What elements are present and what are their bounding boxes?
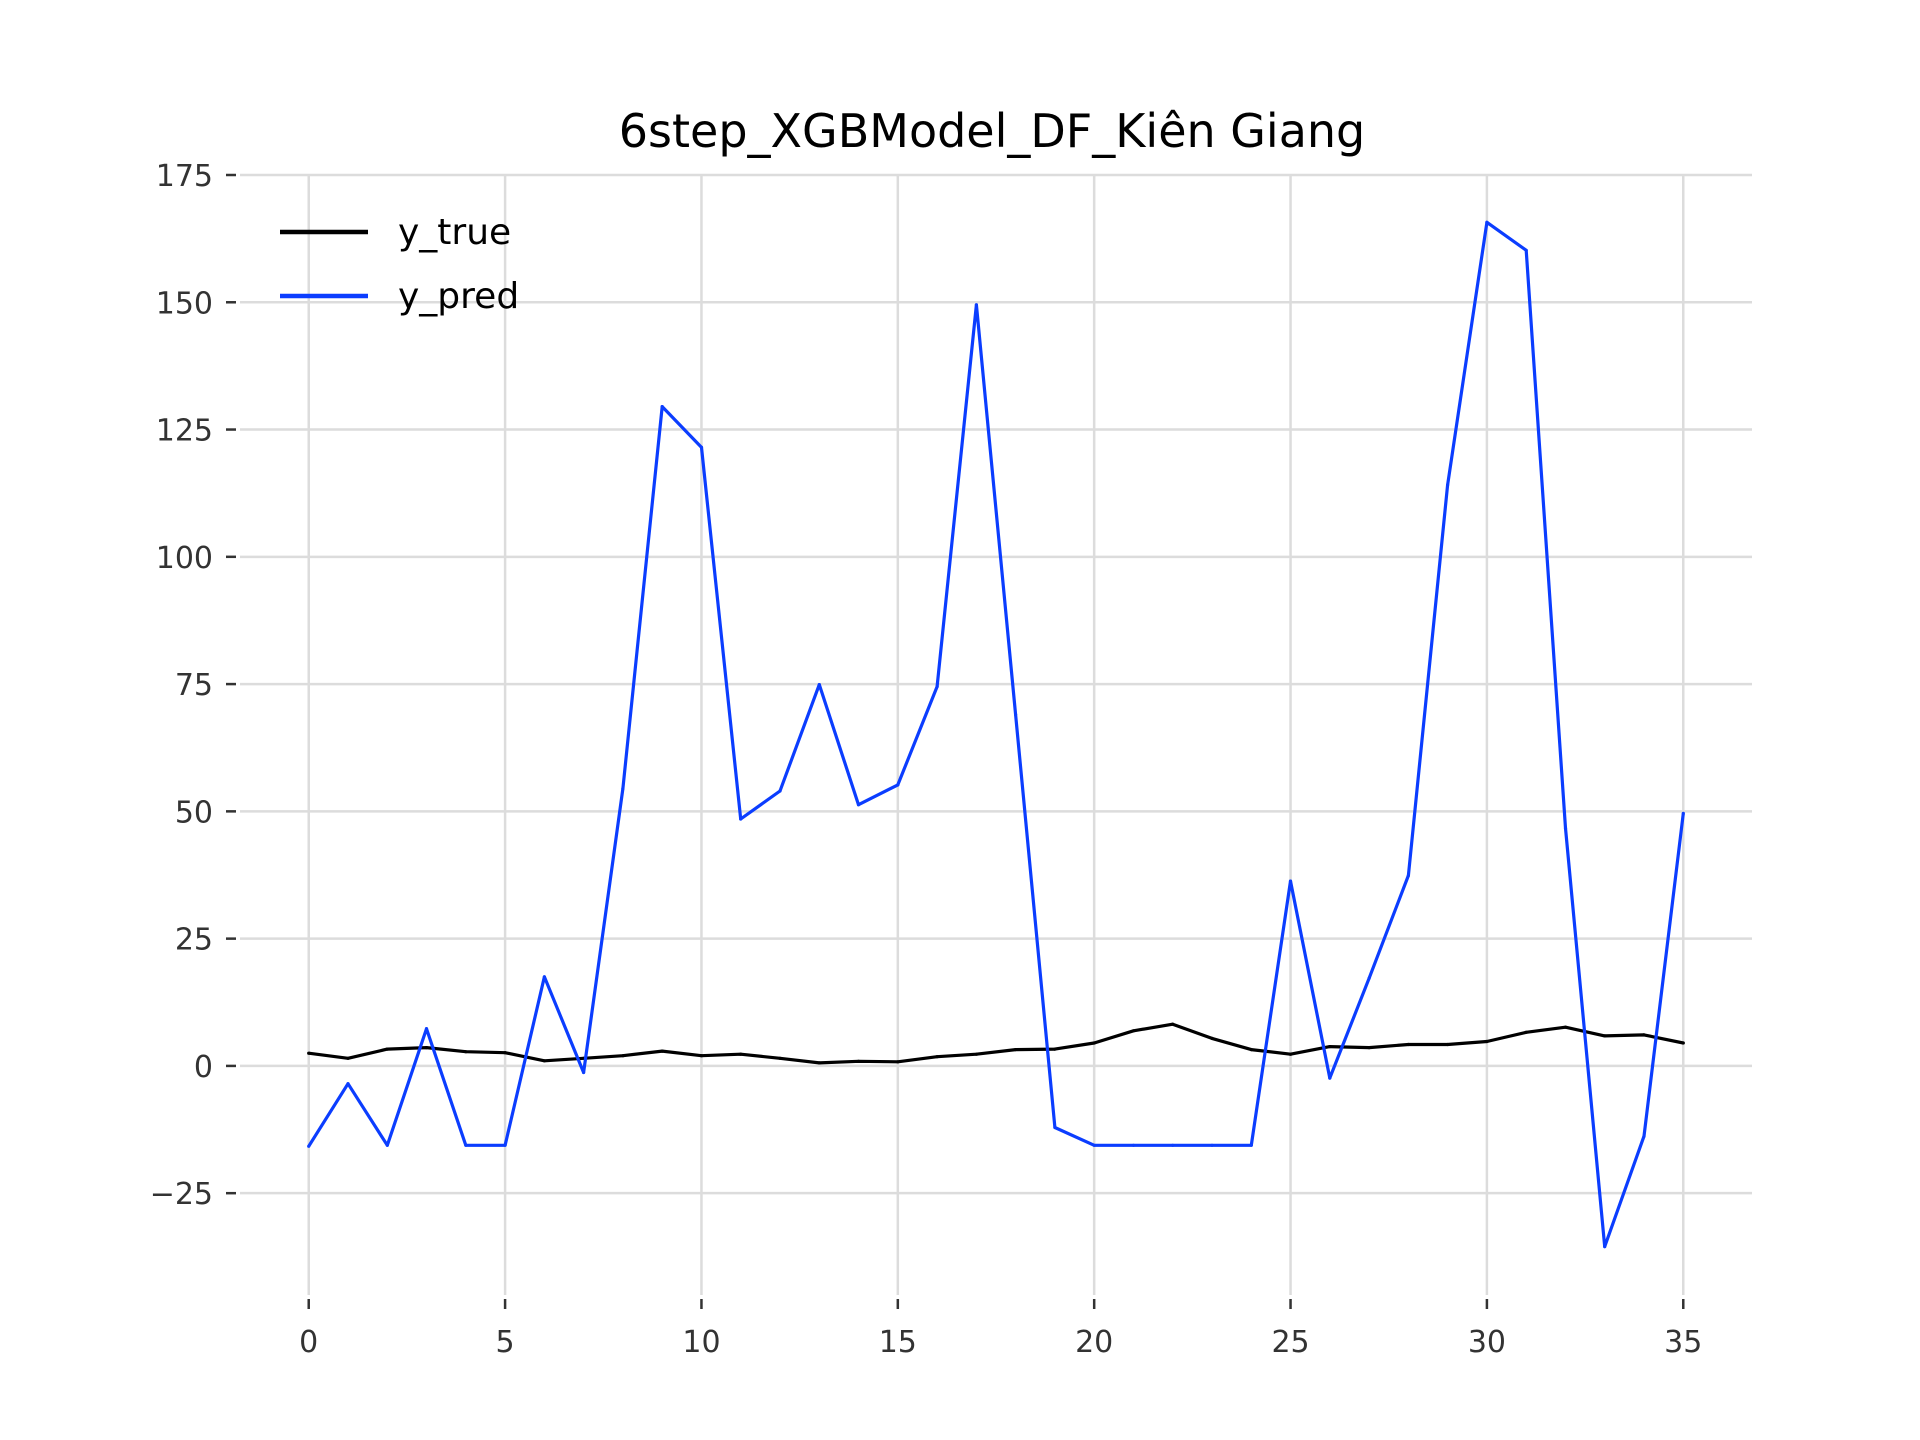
chart-title: 6step_XGBModel_DF_Kiên Giang	[619, 104, 1365, 158]
y-true-point	[1171, 1022, 1175, 1026]
legend-label-y-pred: y_pred	[398, 276, 519, 317]
y-pred-point	[935, 685, 939, 689]
y-true-point	[935, 1055, 939, 1059]
x-tick-label: 25	[1271, 1325, 1309, 1360]
y-pred-point	[699, 445, 704, 449]
y-pred-point	[1288, 879, 1293, 883]
y-true-point	[1367, 1046, 1371, 1050]
y-true-point	[856, 1059, 861, 1063]
y-pred-point	[1524, 248, 1528, 252]
y-pred-point	[307, 1144, 311, 1148]
x-tick-label: 5	[496, 1325, 515, 1360]
y-true-point	[1249, 1048, 1253, 1052]
y-pred-point	[464, 1143, 468, 1147]
y-pred-point	[1053, 1125, 1057, 1130]
y-pred-point	[1485, 220, 1489, 224]
y-pred-point	[660, 405, 664, 409]
y-true-point	[1681, 1041, 1685, 1045]
y-pred-point	[424, 1027, 429, 1031]
y-true-point	[1642, 1033, 1646, 1037]
y-pred-point	[1681, 811, 1685, 816]
y-true-point	[1603, 1034, 1607, 1038]
x-tick-label: 0	[299, 1325, 318, 1360]
y-true-point	[1131, 1029, 1136, 1033]
y-pred-point	[1603, 1245, 1607, 1249]
y-true-point	[1485, 1039, 1489, 1044]
y-pred-point	[856, 803, 861, 807]
y-true-point	[1328, 1045, 1332, 1049]
y-tick-label: 125	[156, 414, 213, 449]
series-lines	[307, 220, 1685, 1249]
y-pred-point	[385, 1143, 389, 1147]
y-true-point	[1092, 1041, 1096, 1045]
y-pred-point	[974, 303, 979, 307]
y-tick-label: 150	[156, 286, 213, 321]
y-tick-label: 175	[156, 159, 213, 194]
y-tick-label: −25	[150, 1177, 213, 1212]
y-pred-point	[582, 1070, 586, 1075]
y-pred-point	[778, 789, 782, 793]
y-pred-point	[1131, 1143, 1136, 1147]
y-tick-label: 100	[156, 541, 213, 576]
y-true-point	[896, 1060, 900, 1064]
legend: y_true y_pred	[280, 212, 519, 317]
y-tick-label: 25	[175, 923, 213, 958]
y-true-point	[503, 1051, 507, 1055]
x-tick-label: 10	[682, 1325, 720, 1360]
y-true-point	[307, 1051, 311, 1055]
axis-ticks: 0 5 10 15 20 25 30 35 −25 0 25 50 75 100 125 150 175	[150, 159, 1703, 1360]
y-pred-point	[1249, 1143, 1253, 1147]
grid	[240, 173, 1752, 1295]
y-pred-point	[621, 786, 625, 791]
y-tick-label: 0	[194, 1050, 213, 1085]
y-true-point	[385, 1047, 389, 1051]
y-true-point	[699, 1054, 704, 1058]
y-pred-point	[1563, 826, 1568, 830]
y-true-point	[1288, 1052, 1293, 1056]
y-true-point	[1210, 1036, 1214, 1040]
y-true-point	[346, 1056, 350, 1060]
y-pred-point	[896, 783, 900, 787]
y-pred-point	[1328, 1076, 1332, 1080]
y-true-point	[660, 1049, 664, 1053]
x-tick-label: 15	[879, 1325, 917, 1360]
series-line-y-pred	[307, 220, 1685, 1249]
y-true-point	[1406, 1042, 1410, 1047]
series-line-y-true	[308, 1022, 1684, 1065]
y-true-point	[621, 1054, 625, 1058]
y-true-point	[542, 1059, 547, 1063]
y-pred-point	[1092, 1143, 1096, 1147]
x-tick-label: 35	[1664, 1325, 1702, 1360]
y-tick-label: 75	[175, 668, 213, 703]
y-pred-point	[1367, 976, 1371, 980]
y-true-point	[739, 1052, 743, 1056]
y-pred-point	[1210, 1143, 1214, 1147]
y-true-point	[778, 1056, 782, 1060]
y-true-point	[424, 1046, 429, 1050]
y-pred-point	[739, 817, 743, 821]
x-tick-label: 20	[1075, 1325, 1113, 1360]
y-pred-point	[1642, 1134, 1646, 1138]
y-pred-point	[817, 683, 821, 687]
y-pred-point	[1406, 873, 1410, 878]
y-pred-point	[1014, 713, 1018, 717]
legend-label-y-true: y_true	[398, 212, 511, 253]
y-true-point	[464, 1050, 468, 1054]
y-pred-point	[1171, 1143, 1175, 1147]
y-pred-point	[346, 1082, 350, 1086]
y-true-point	[1446, 1042, 1450, 1047]
y-true-point	[1563, 1025, 1568, 1029]
x-tick-label: 30	[1468, 1325, 1506, 1360]
y-pred-point	[1446, 483, 1450, 487]
y-tick-label: 50	[175, 795, 213, 830]
y-pred-point	[542, 975, 547, 979]
y-true-point	[1014, 1048, 1018, 1052]
y-pred-point	[503, 1143, 507, 1147]
y-true-point	[1053, 1047, 1057, 1051]
y-true-point	[817, 1061, 821, 1065]
y-true-point	[1524, 1030, 1528, 1034]
y-true-point	[974, 1052, 979, 1056]
